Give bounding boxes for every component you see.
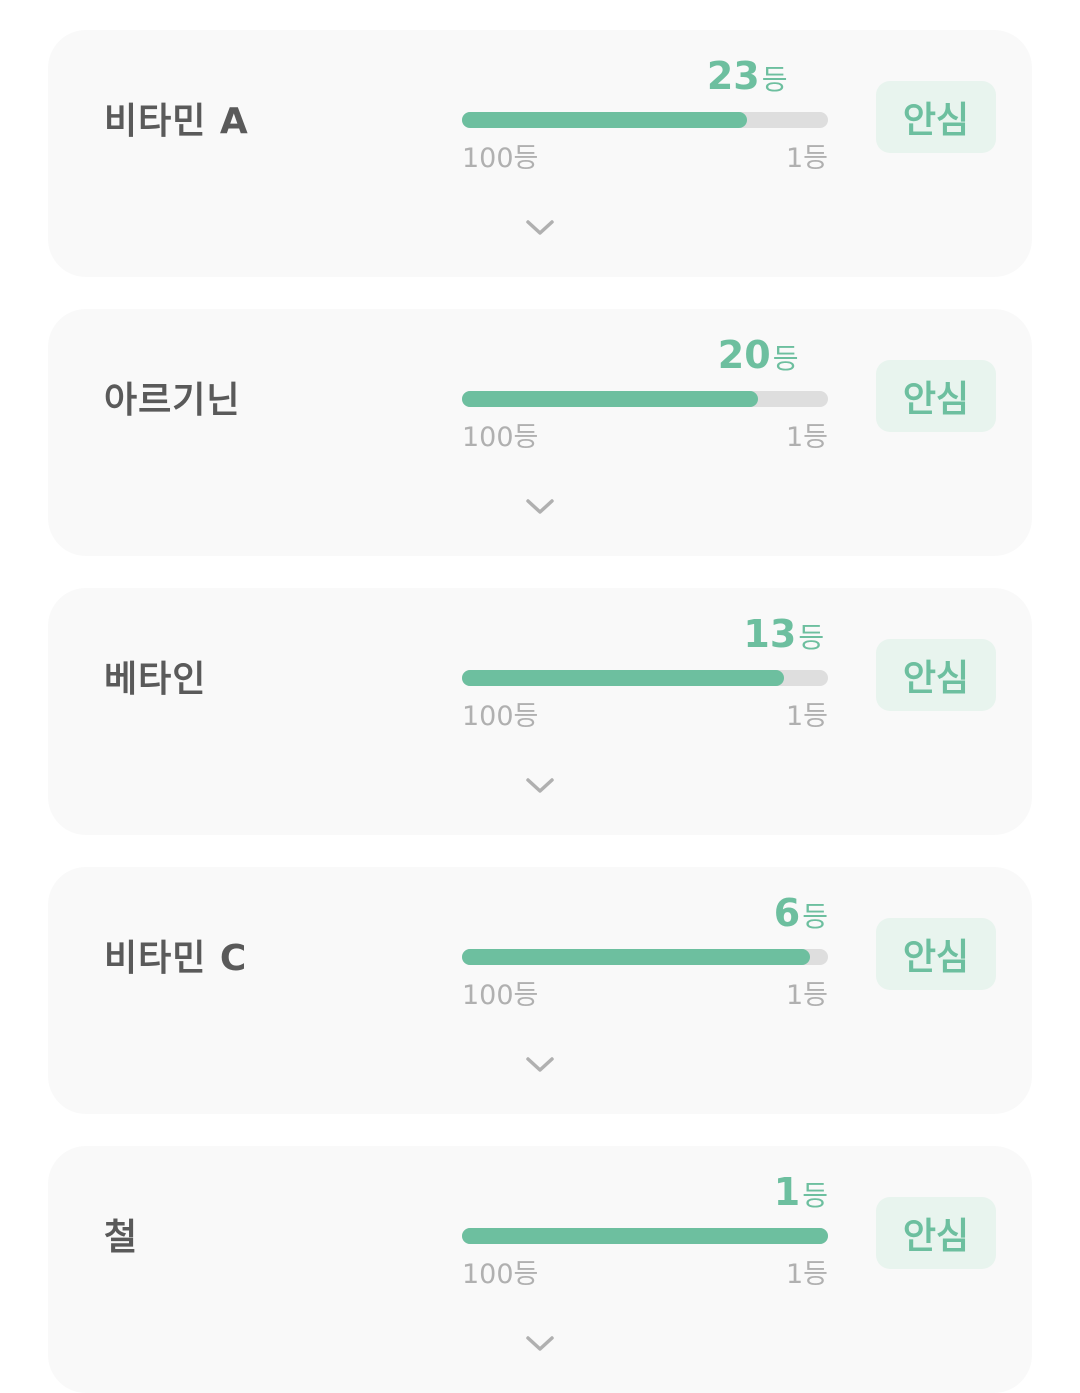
rank-number: 20	[717, 333, 771, 377]
scale-min-label: 100등	[462, 1259, 539, 1290]
rank-progress-fill	[462, 112, 748, 128]
rank-progress-bar	[462, 949, 828, 965]
nutrient-name: 비타민 A	[104, 101, 249, 142]
scale-min-label: 100등	[462, 422, 539, 453]
rank-label: 6등	[774, 891, 828, 935]
scale-max-label: 1등	[785, 1259, 828, 1290]
nutrient-card[interactable]: 비타민 C 6등 100등 1등 안심	[48, 867, 1032, 1114]
rank-number: 6	[773, 891, 801, 935]
rank-label: 13등	[743, 612, 824, 656]
nutrient-card[interactable]: 철 1등 100등 1등 안심	[48, 1146, 1032, 1393]
rank-unit: 등	[761, 63, 788, 96]
nutrient-name: 철	[104, 1217, 139, 1258]
rank-unit: 등	[772, 342, 799, 375]
scale-max-label: 1등	[785, 143, 828, 174]
scale-min-label: 100등	[462, 980, 539, 1011]
rank-number: 1	[773, 1170, 801, 1214]
status-badge: 안심	[876, 1197, 996, 1269]
rank-label: 23등	[707, 54, 788, 98]
nutrient-name: 비타민 C	[104, 938, 248, 979]
nutrient-name: 아르기닌	[104, 380, 241, 421]
scale-min-label: 100등	[462, 143, 539, 174]
chevron-down-icon[interactable]	[525, 1332, 555, 1356]
nutrient-card[interactable]: 베타인 13등 100등 1등 안심	[48, 588, 1032, 835]
rank-number: 13	[743, 612, 797, 656]
nutrient-name: 베타인	[104, 659, 207, 700]
nutrient-card[interactable]: 아르기닌 20등 100등 1등 안심	[48, 309, 1032, 556]
rank-progress-fill	[462, 391, 759, 407]
chevron-down-icon[interactable]	[525, 495, 555, 519]
rank-progress-fill	[462, 1228, 828, 1244]
rank-unit: 등	[802, 900, 828, 933]
chevron-down-icon[interactable]	[525, 216, 555, 240]
rank-unit: 등	[802, 1179, 828, 1212]
scale-max-label: 1등	[785, 980, 828, 1011]
rank-unit: 등	[798, 621, 825, 654]
chevron-down-icon[interactable]	[525, 774, 555, 798]
rank-progress-fill	[462, 670, 785, 686]
status-badge: 안심	[876, 639, 996, 711]
rank-number: 23	[706, 54, 760, 98]
rank-label: 1등	[774, 1170, 828, 1214]
rank-progress-bar	[462, 670, 828, 686]
rank-progress-bar	[462, 391, 828, 407]
nutrient-card[interactable]: 비타민 A 23등 100등 1등 안심	[48, 30, 1032, 277]
scale-max-label: 1등	[785, 422, 828, 453]
rank-progress-bar	[462, 112, 828, 128]
chevron-down-icon[interactable]	[525, 1053, 555, 1077]
rank-label: 20등	[718, 333, 799, 377]
scale-max-label: 1등	[785, 701, 828, 732]
rank-progress-fill	[462, 949, 810, 965]
status-badge: 안심	[876, 918, 996, 990]
status-badge: 안심	[876, 360, 996, 432]
rank-progress-bar	[462, 1228, 828, 1244]
status-badge: 안심	[876, 81, 996, 153]
scale-min-label: 100등	[462, 701, 539, 732]
